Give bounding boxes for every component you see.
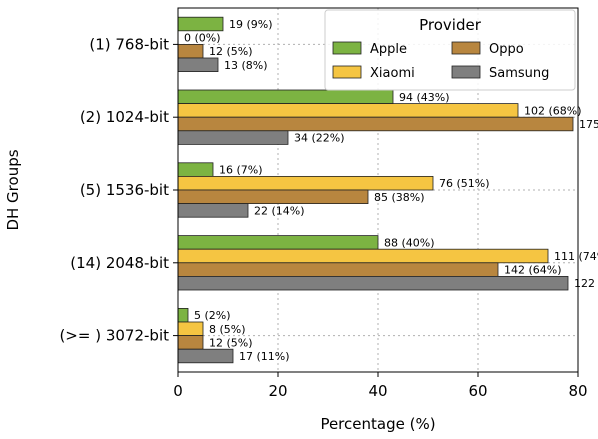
legend-swatch-samsung <box>451 65 481 79</box>
bar-apple <box>177 307 189 323</box>
legend-label-samsung: Samsung <box>489 66 549 81</box>
bar-value-label: 17 (11%) <box>239 350 290 363</box>
legend-title: Provider <box>419 16 482 34</box>
bar-apple <box>177 235 379 250</box>
bar-value-label: 34 (22%) <box>294 132 345 145</box>
bar-value-label: 175 (79%) <box>579 118 598 131</box>
bar-value-label: 0 (0%) <box>184 32 221 45</box>
bar-value-label: 22 (14%) <box>254 204 305 217</box>
bar-xiaomi <box>177 321 204 337</box>
bar-value-label: 19 (9%) <box>229 18 273 31</box>
x-axis-title: Percentage (%) <box>320 415 435 433</box>
bars <box>177 16 574 364</box>
bar-value-label: 5 (2%) <box>194 309 231 322</box>
bar-value-label: 8 (5%) <box>209 323 246 336</box>
bar-value-label: 76 (51%) <box>439 177 490 190</box>
bar-value-label: 102 (68%) <box>524 104 582 117</box>
bar-oppo <box>177 262 499 277</box>
bar-value-label: 88 (40%) <box>384 236 435 249</box>
y-axis-ticks: (1) 768-bit (2) 1024-bit (5) 1536-bit (14) … <box>59 35 178 345</box>
y-tick-label: (5) 1536-bit <box>80 181 169 199</box>
legend-label-apple: Apple <box>370 42 407 57</box>
bar-value-label: 142 (64%) <box>504 264 562 277</box>
bar-value-label: 12 (5%) <box>209 336 253 349</box>
bar-value-label: 111 (74%) <box>554 250 598 263</box>
bar-value-label: 85 (38%) <box>374 191 425 204</box>
bar-oppo <box>177 116 574 132</box>
bar-apple <box>177 162 214 177</box>
bar-oppo <box>177 189 369 205</box>
x-tick-label: 40 <box>368 382 387 400</box>
bar-value-label: 12 (5%) <box>209 45 253 58</box>
bar-value-label: 94 (43%) <box>399 91 450 104</box>
y-tick-label: (2) 1024-bit <box>80 108 169 126</box>
legend: Provider Apple Xiaomi Oppo Samsung <box>324 9 576 91</box>
y-axis-title: DH Groups <box>4 149 22 230</box>
x-axis-ticks: 0 20 40 60 80 <box>173 372 588 400</box>
y-tick-label: (14) 2048-bit <box>70 254 169 272</box>
bar-oppo <box>177 44 204 59</box>
bar-samsung <box>177 203 249 218</box>
bar-apple <box>177 89 394 105</box>
legend-label-oppo: Oppo <box>489 42 524 57</box>
bar-samsung <box>177 348 234 364</box>
bar-value-label: 122 (78%) <box>574 277 598 290</box>
bar-xiaomi <box>177 175 434 191</box>
bar-samsung <box>177 275 569 291</box>
bar-xiaomi <box>177 103 519 118</box>
bar-samsung <box>177 57 219 73</box>
legend-swatch-xiaomi <box>332 65 362 79</box>
bar-labels: 19 (9%)0 (0%)12 (5%)13 (8%)94 (43%)102 (… <box>184 18 598 363</box>
legend-swatch-apple <box>332 41 362 55</box>
x-tick-label: 60 <box>468 382 487 400</box>
legend-swatch-oppo <box>451 41 481 55</box>
y-tick-label: (>= ) 3072-bit <box>59 327 169 345</box>
bar-samsung <box>177 130 289 145</box>
bar-value-label: 13 (8%) <box>224 59 268 72</box>
x-tick-label: 0 <box>173 382 183 400</box>
bar-oppo <box>177 335 204 350</box>
y-tick-label: (1) 768-bit <box>89 35 169 53</box>
x-tick-label: 80 <box>568 382 587 400</box>
legend-label-xiaomi: Xiaomi <box>370 66 415 81</box>
bar-xiaomi <box>177 248 549 264</box>
bar-apple <box>177 16 224 32</box>
bar-value-label: 16 (7%) <box>219 164 263 177</box>
legend-box <box>324 9 576 91</box>
x-tick-label: 20 <box>268 382 287 400</box>
